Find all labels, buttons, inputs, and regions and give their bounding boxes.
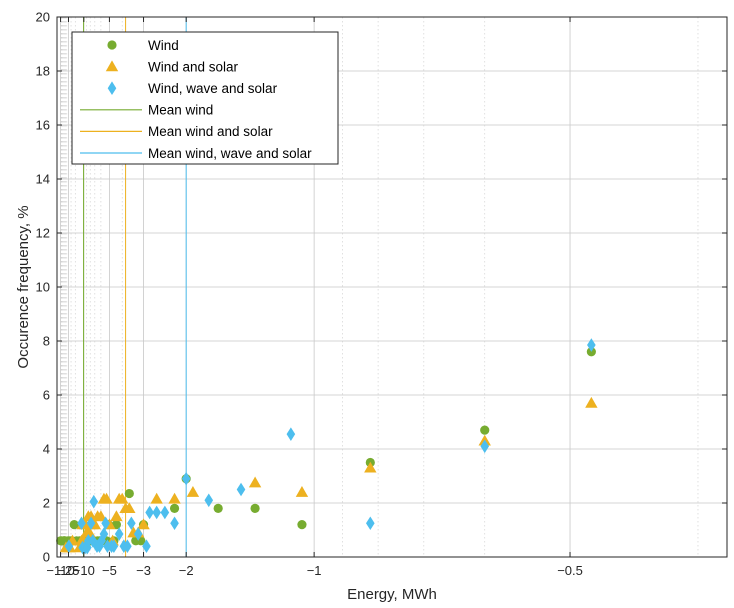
data-point — [110, 510, 123, 522]
y-tick-label: 2 — [43, 496, 50, 511]
data-point — [99, 527, 109, 541]
x-tick-label: −0.5 — [557, 563, 583, 578]
data-point — [364, 461, 377, 473]
legend-label: Mean wind and solar — [148, 124, 273, 139]
x-tick-label: −5 — [102, 563, 117, 578]
y-tick-label: 6 — [43, 388, 50, 403]
data-point — [168, 492, 181, 504]
x-tick-label: −3 — [136, 563, 151, 578]
data-point — [297, 520, 307, 530]
data-point — [169, 503, 180, 513]
data-point — [101, 516, 110, 531]
data-point — [145, 505, 154, 520]
y-tick-label: 16 — [36, 118, 50, 133]
data-marks — [56, 338, 598, 555]
legend-label: Mean wind — [148, 103, 213, 118]
data-point — [142, 539, 151, 553]
legend-label: Wind and solar — [148, 59, 239, 74]
data-point — [114, 527, 124, 541]
x-axis-label: Energy, MWh — [347, 586, 437, 603]
legend-marker — [107, 40, 117, 50]
data-point — [250, 503, 260, 513]
data-point — [86, 516, 96, 531]
data-point — [236, 482, 246, 497]
y-tick-label: 4 — [43, 442, 50, 457]
data-point — [585, 396, 598, 408]
legend: Wind Wind and solar Wind, wave and solar Me… — [71, 31, 339, 165]
legend-marker — [105, 60, 119, 72]
data-point — [213, 503, 223, 513]
data-point — [109, 539, 119, 553]
data-point — [77, 516, 86, 531]
data-point — [286, 427, 296, 441]
y-tick-label: 12 — [36, 226, 50, 241]
legend-marker — [107, 81, 117, 95]
data-point — [248, 476, 262, 488]
legend-label: Wind, wave and solar — [148, 81, 278, 96]
data-point — [94, 510, 108, 522]
data-point — [204, 493, 214, 508]
data-point — [480, 439, 490, 454]
data-point — [64, 539, 74, 553]
x-tick-label: −10 — [73, 563, 95, 578]
data-point — [366, 516, 375, 531]
data-point — [137, 518, 150, 530]
data-point — [150, 492, 163, 504]
data-point — [89, 494, 99, 509]
data-point — [133, 527, 143, 541]
x-tick-label: −110 — [46, 563, 74, 578]
data-point — [100, 492, 113, 504]
data-point — [587, 338, 596, 352]
data-point — [69, 520, 79, 530]
y-tick-label: 18 — [36, 64, 50, 79]
data-point — [84, 534, 93, 548]
y-tick-label: 0 — [43, 550, 50, 565]
data-point — [124, 488, 134, 499]
x-tick-label: −25 — [57, 563, 79, 578]
data-point — [123, 539, 132, 553]
y-tick-label: 14 — [36, 172, 50, 187]
series-diamond — [64, 338, 596, 555]
x-tick-label: −2 — [179, 563, 194, 578]
data-point — [186, 486, 200, 497]
data-point — [170, 516, 179, 531]
y-tick-label: 10 — [36, 280, 50, 295]
data-point — [480, 425, 490, 435]
data-point — [116, 492, 129, 504]
legend-label: Mean wind, wave and solar — [148, 146, 312, 161]
y-axis-label: Occurence frequency, % — [15, 205, 32, 368]
legend-label: Wind — [148, 38, 179, 53]
data-point — [160, 505, 170, 520]
x-tick-label: −1 — [307, 563, 322, 578]
data-point — [123, 502, 136, 514]
legend-box — [71, 31, 339, 165]
data-point — [295, 486, 309, 497]
axis-ticks: −110−25−10 −5 −3 −2 −1 −0.5 0 2 4 6 8 10 12 14 16 18 20 — [36, 10, 727, 578]
y-tick-label: 20 — [36, 10, 50, 25]
y-tick-label: 8 — [43, 334, 50, 349]
data-point — [181, 471, 191, 486]
data-point — [152, 505, 161, 520]
data-point — [127, 516, 136, 531]
